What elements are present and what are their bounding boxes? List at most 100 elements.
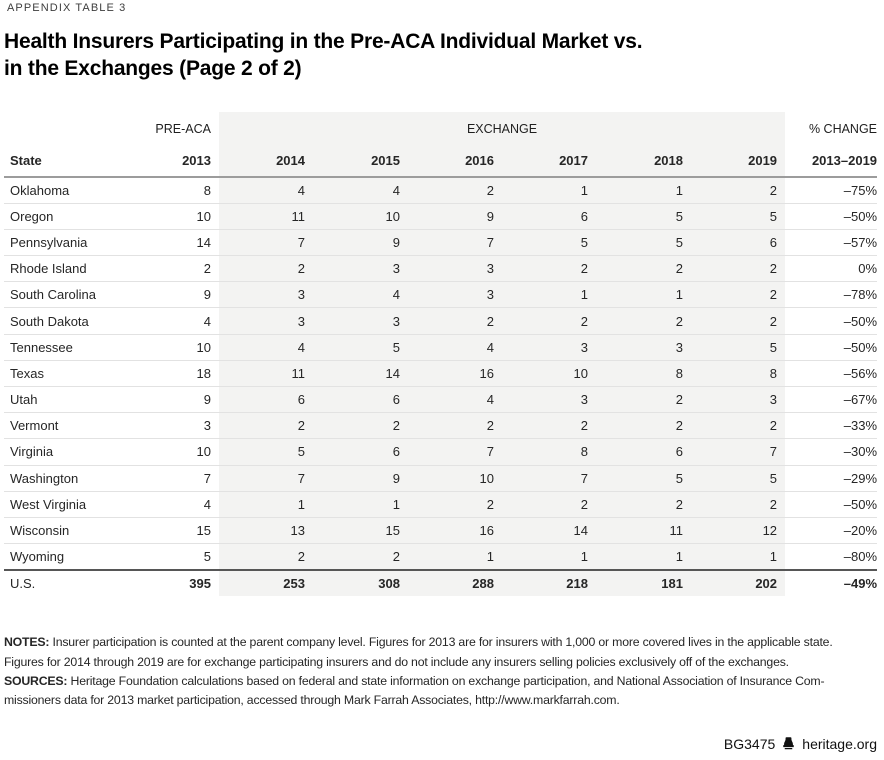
column-header-2014: 2014 <box>219 145 313 178</box>
cell-2014: 4 <box>219 177 313 204</box>
cell-2019: 12 <box>691 517 786 545</box>
sources-line: missioners data for 2013 market particip… <box>4 691 877 710</box>
notes-label: NOTES: <box>4 635 53 650</box>
cell-2013: 10 <box>118 334 219 361</box>
report-id: BG3475 <box>723 735 776 752</box>
cell-2013: 2 <box>118 255 219 283</box>
cell-2013: 8 <box>118 177 219 204</box>
cell-2018: 5 <box>596 465 691 492</box>
cell-2016: 4 <box>408 334 502 361</box>
cell-2018: 8 <box>596 360 691 388</box>
state-name: Washington <box>4 465 118 492</box>
cell-2016: 10 <box>408 465 502 492</box>
cell-2018: 2 <box>596 307 691 335</box>
cell-2016: 3 <box>408 281 502 309</box>
table-row: Oklahoma 8 4 4 2 1 1 2 –75% <box>4 177 878 204</box>
column-header-2016: 2016 <box>408 145 502 178</box>
column-header-state: State <box>4 145 118 178</box>
cell-2014: 4 <box>219 334 313 361</box>
cell-2016: 2 <box>408 412 502 440</box>
insurer-participation-table: PRE-ACA EXCHANGE % CHANGE State 2013 201… <box>4 112 878 597</box>
cell-2017: 1 <box>502 177 596 204</box>
cell-2018: 2 <box>596 412 691 440</box>
total-2019: 202 <box>691 568 786 597</box>
cell-2016: 9 <box>408 203 502 230</box>
cell-2013: 9 <box>118 386 219 414</box>
total-2016: 288 <box>408 568 502 597</box>
cell-2015: 5 <box>313 334 408 361</box>
cell-2013: 5 <box>203 548 211 564</box>
cell-2013–2019: –56% <box>785 360 878 388</box>
cell-2018: 1 <box>596 177 691 204</box>
cell-2017: 10 <box>502 360 596 388</box>
column-header-2017: 2017 <box>502 145 596 178</box>
cell-2016: 2 <box>408 177 502 204</box>
group-header-pre-aca: PRE-ACA <box>155 121 211 136</box>
group-header-exchange: EXCHANGE <box>219 112 786 145</box>
cell-2014: 7 <box>219 229 313 257</box>
cell-2018: 2 <box>596 491 691 518</box>
cell-2017: 2 <box>502 255 596 283</box>
cell-2014: 2 <box>219 255 313 283</box>
cell-2017: 1 <box>502 281 596 309</box>
notes-line: NOTES: Insurer participation is counted … <box>4 633 877 652</box>
appendix-label: APPENDIX TABLE 3 <box>7 2 127 14</box>
cell-2017: 3 <box>502 334 596 361</box>
state-name: West Virginia <box>4 491 118 518</box>
state-name: Pennsylvania <box>4 229 118 257</box>
table-row: Rhode Island 2 2 3 3 2 2 2 0% <box>4 255 878 283</box>
cell-2017: 2 <box>502 307 596 335</box>
table-row: Utah 9 6 6 4 3 2 3 –67% <box>4 386 878 414</box>
table-title: Health Insurers Participating in the Pre… <box>4 28 877 82</box>
cell-2015: 1 <box>313 491 408 518</box>
cell-2015: 9 <box>313 229 408 257</box>
cell-2017: 3 <box>502 386 596 414</box>
cell-2016: 4 <box>408 386 502 414</box>
table-row: Wisconsin 15 13 15 16 14 11 12 –20% <box>4 517 878 545</box>
cell-2013–2019: –57% <box>785 229 878 257</box>
sources-text: missioners data for 2013 market particip… <box>4 693 620 708</box>
total-2018: 181 <box>596 568 691 597</box>
cell-2013: 10 <box>118 203 219 230</box>
cell-2017: 14 <box>502 517 596 545</box>
cell-2015: 14 <box>313 360 408 388</box>
cell-2013: 15 <box>118 517 219 545</box>
cell-2013–2019: –30% <box>785 438 878 466</box>
cell-2013–2019: –33% <box>785 412 878 440</box>
cell-2019: 1 <box>691 543 786 570</box>
state-name: South Carolina <box>4 281 118 309</box>
cell-2018: 2 <box>596 255 691 283</box>
group-header-spacer <box>4 112 118 145</box>
group-header-pct-change: % CHANGE <box>808 121 878 136</box>
cell-2014: 3 <box>219 281 313 309</box>
cell-2018: 1 <box>596 281 691 309</box>
cell-2014: 1 <box>219 491 313 518</box>
total-pct-change: –49% <box>785 568 878 597</box>
notes-block: NOTES: Insurer participation is counted … <box>4 633 877 710</box>
cell-2016: 7 <box>408 438 502 466</box>
cell-2014: 13 <box>219 517 313 545</box>
state-name: South Dakota <box>4 307 118 335</box>
table-row: Pennsylvania 14 7 9 7 5 5 6 –57% <box>4 229 878 257</box>
cell-2018: 11 <box>596 517 691 545</box>
cell-2014: 5 <box>219 438 313 466</box>
table-row: Tennessee 10 4 5 4 3 3 5 –50% <box>4 334 878 361</box>
cell-2014: 11 <box>219 203 313 230</box>
cell-2015: 10 <box>313 203 408 230</box>
total-2013: 395 <box>118 568 219 597</box>
cell-2019: 8 <box>691 360 786 388</box>
column-header-2018: 2018 <box>596 145 691 178</box>
state-name: Texas <box>4 360 118 388</box>
state-name: Rhode Island <box>4 255 118 283</box>
cell-2015: 4 <box>313 177 408 204</box>
cell-2019: 2 <box>691 412 786 440</box>
cell-2017: 8 <box>502 438 596 466</box>
state-name: Oklahoma <box>4 177 118 204</box>
cell-2013: 10 <box>118 438 219 466</box>
cell-2017: 2 <box>502 491 596 518</box>
cell-2013: 14 <box>118 229 219 257</box>
cell-2015: 15 <box>313 517 408 545</box>
cell-2014: 6 <box>219 386 313 414</box>
table-row: Vermont 3 2 2 2 2 2 2 –33% <box>4 412 878 440</box>
